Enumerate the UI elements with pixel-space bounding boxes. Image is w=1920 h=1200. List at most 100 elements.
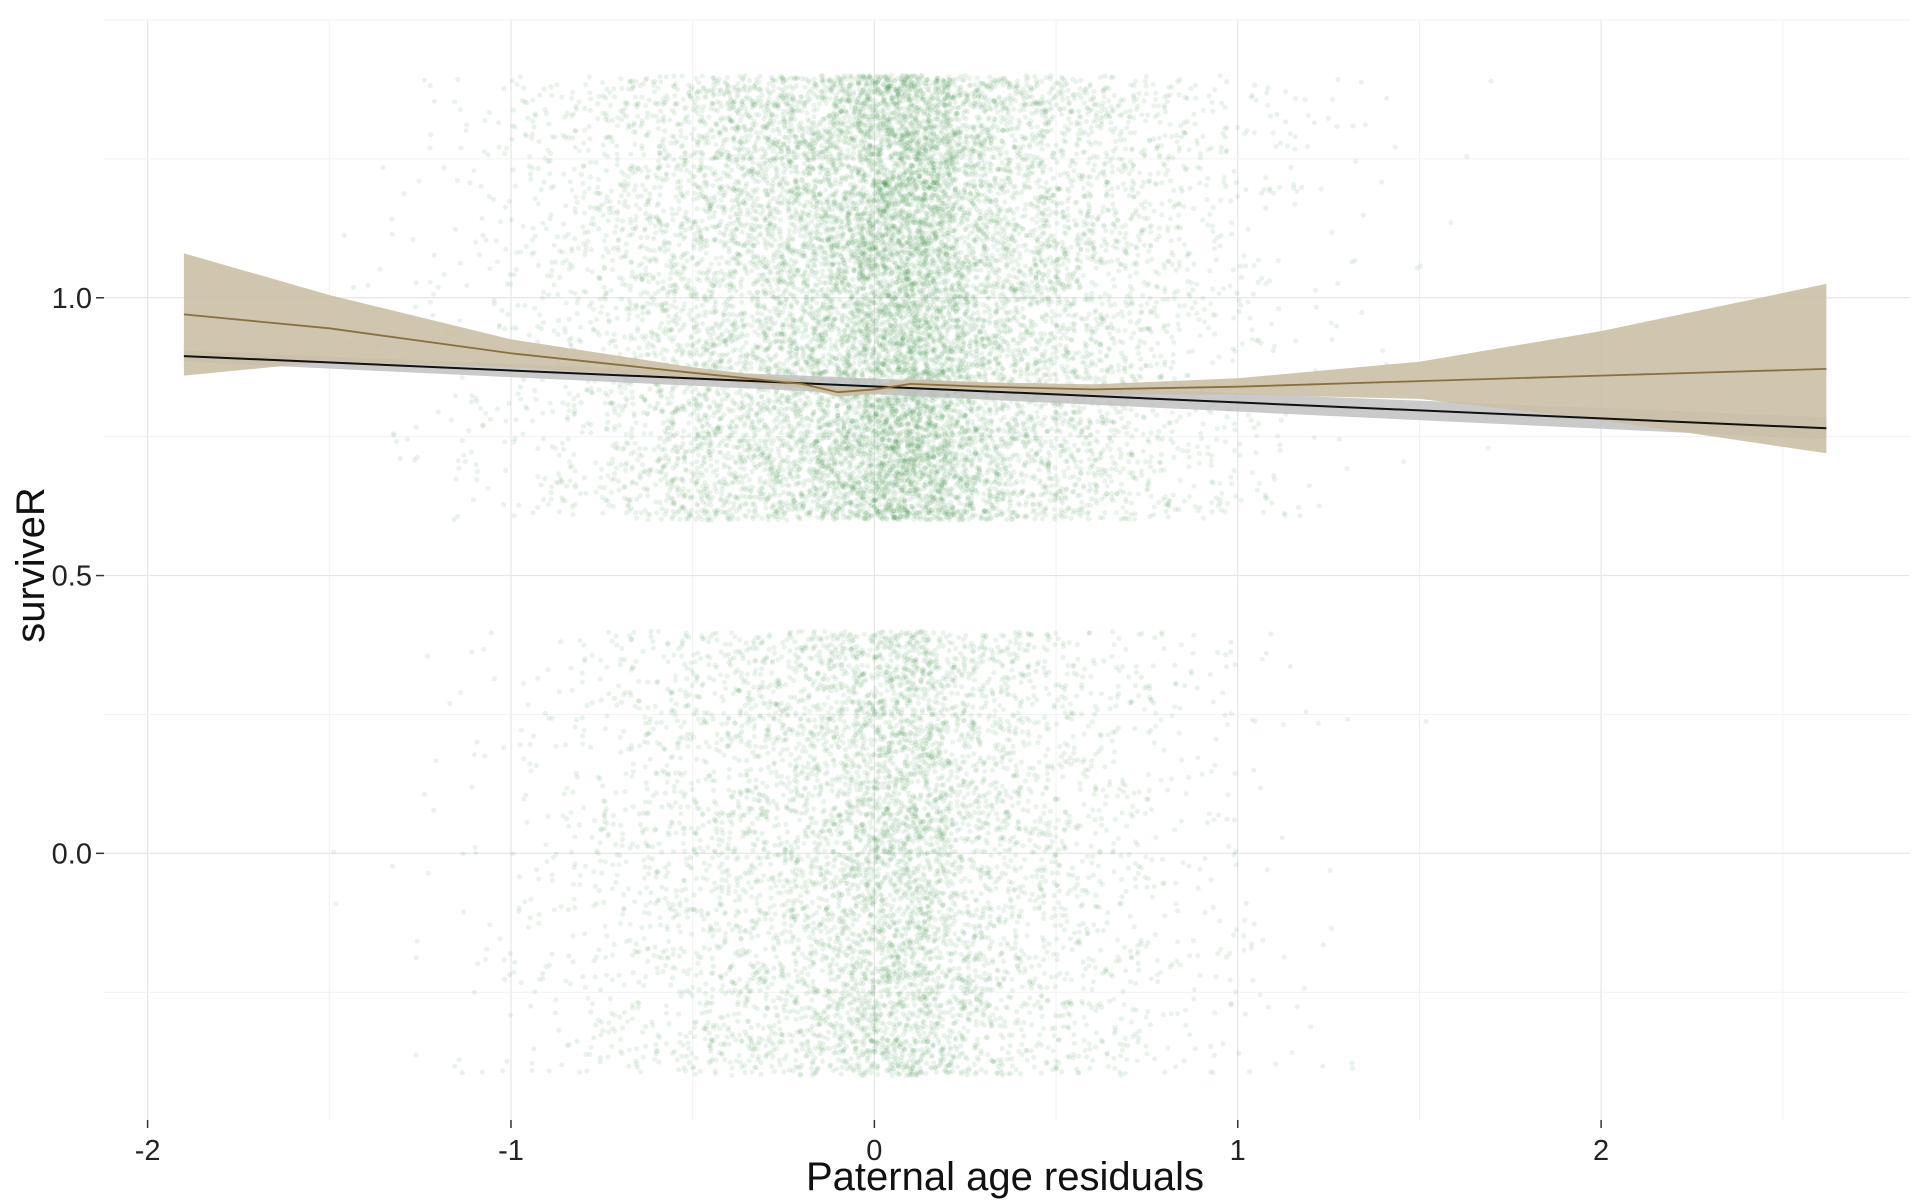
data-point — [1277, 442, 1283, 448]
data-point — [1153, 97, 1159, 103]
data-point — [714, 473, 720, 479]
data-point — [1088, 194, 1094, 200]
data-point — [611, 331, 617, 337]
data-point — [612, 229, 618, 235]
data-point — [676, 198, 682, 204]
data-point — [965, 278, 971, 284]
data-point — [1109, 155, 1115, 161]
data-point — [1212, 87, 1218, 93]
data-point — [540, 320, 546, 326]
data-point — [1008, 282, 1015, 288]
data-point — [482, 117, 488, 124]
data-point — [812, 282, 818, 288]
data-point — [1093, 265, 1099, 271]
data-point — [657, 73, 663, 80]
data-point — [751, 508, 758, 515]
data-point — [1282, 89, 1289, 95]
data-point — [567, 341, 573, 347]
data-point — [850, 433, 856, 439]
data-point — [926, 184, 932, 190]
data-point — [945, 460, 952, 466]
data-point — [1224, 79, 1230, 85]
data-point — [1123, 230, 1129, 236]
data-point — [1329, 336, 1335, 343]
data-point — [796, 437, 803, 443]
data-point — [1147, 513, 1153, 520]
data-point — [661, 208, 667, 214]
data-point — [513, 417, 519, 423]
data-point — [1139, 112, 1145, 118]
data-point — [775, 330, 781, 336]
data-point — [1072, 200, 1078, 206]
data-point — [651, 248, 658, 254]
data-point — [1091, 88, 1097, 95]
data-point — [1043, 179, 1049, 186]
data-point — [1110, 277, 1116, 283]
data-point — [441, 271, 447, 278]
data-point — [909, 314, 915, 320]
data-point — [535, 504, 541, 510]
data-point — [377, 266, 383, 272]
data-point — [834, 459, 841, 465]
data-point — [1181, 163, 1187, 169]
data-point — [981, 491, 987, 497]
data-point — [716, 429, 722, 435]
data-point — [1104, 483, 1110, 489]
data-point — [1024, 294, 1030, 300]
data-point — [1094, 429, 1100, 435]
data-point — [601, 264, 608, 270]
data-point — [1059, 500, 1066, 506]
data-point — [907, 496, 913, 503]
data-point — [933, 326, 940, 333]
data-point — [1119, 376, 1125, 382]
data-point — [503, 418, 509, 424]
data-point — [749, 314, 755, 320]
data-point — [707, 433, 713, 439]
data-point — [1023, 281, 1029, 287]
data-point — [448, 417, 454, 423]
data-point — [676, 327, 683, 334]
data-point — [1105, 271, 1112, 277]
data-point — [844, 243, 850, 249]
data-point — [748, 115, 754, 121]
data-point — [955, 365, 961, 371]
data-point — [988, 261, 994, 267]
data-point — [691, 245, 697, 251]
data-point — [529, 131, 536, 137]
data-point — [856, 433, 862, 439]
data-point — [1176, 236, 1182, 242]
data-point — [1126, 451, 1132, 457]
data-point — [615, 156, 621, 163]
data-point — [561, 446, 567, 452]
data-point — [935, 182, 942, 188]
data-point — [1115, 184, 1121, 191]
data-point — [1033, 401, 1039, 407]
data-point — [737, 359, 744, 365]
data-point — [1158, 180, 1165, 186]
data-point — [1109, 108, 1115, 114]
data-point — [871, 408, 878, 414]
data-point — [1192, 121, 1198, 127]
data-point — [556, 318, 562, 324]
data-point — [1040, 422, 1046, 428]
data-point — [615, 478, 622, 484]
data-point — [506, 400, 512, 406]
data-point — [906, 108, 912, 114]
data-point — [1078, 458, 1084, 465]
data-point — [533, 397, 539, 403]
data-point — [1007, 499, 1013, 505]
data-point — [1186, 454, 1192, 460]
data-point — [537, 92, 543, 98]
data-point — [703, 501, 709, 507]
data-point — [692, 190, 698, 196]
data-point — [1111, 340, 1117, 346]
data-point — [1284, 143, 1290, 149]
data-point — [616, 199, 622, 205]
data-point — [1126, 193, 1132, 199]
data-point — [1051, 506, 1057, 512]
data-point — [581, 475, 588, 481]
data-point — [1142, 459, 1149, 465]
data-point — [1104, 411, 1110, 417]
data-point — [772, 102, 778, 108]
data-point — [1004, 128, 1011, 134]
